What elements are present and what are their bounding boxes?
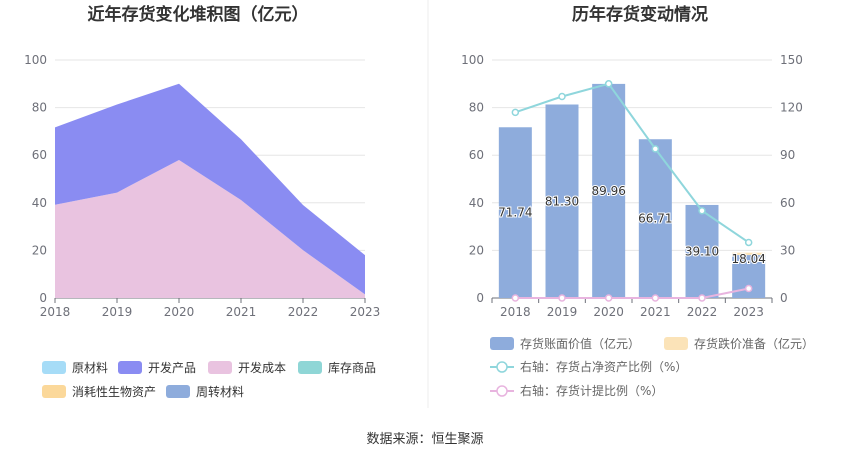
line-point — [558, 294, 566, 302]
legend-swatch — [208, 361, 232, 374]
y-tick-label: 0 — [39, 291, 47, 305]
legend-swatch — [166, 385, 190, 398]
legend-swatch — [664, 337, 688, 350]
y-tick-label: 60 — [469, 148, 484, 162]
x-tick-label: 2019 — [102, 305, 133, 319]
y-tick-label: 100 — [24, 53, 47, 67]
x-tick-label: 2022 — [687, 305, 718, 319]
y2-tick-label: 60 — [780, 196, 795, 210]
line-point — [744, 284, 753, 293]
inventory-bar-line-chart: 0 20 40 60 80 100 0 30 60 90 120 150 2018 2019 2020 202… — [461, 53, 814, 398]
x-tick-label: 2019 — [547, 305, 578, 319]
bar-value-label: 71.74 — [498, 206, 532, 220]
stacked-area-title: 近年存货变化堆积图（亿元） — [88, 4, 309, 25]
legend-label: 右轴：存货占净资产比例（%） — [520, 359, 687, 374]
legend-label: 周转材料 — [196, 384, 244, 399]
inventory-bar — [592, 83, 626, 298]
x-tick-label: 2018 — [500, 305, 531, 319]
area-series-2 — [55, 159, 365, 298]
inventory-bar — [638, 139, 672, 298]
legend-swatch — [42, 361, 66, 374]
legend-swatch — [118, 361, 142, 374]
line-point — [744, 238, 753, 247]
legend-swatch — [42, 385, 66, 398]
line-point — [604, 80, 613, 88]
y-tick-label: 40 — [469, 196, 484, 210]
bar-value-label: 18.04 — [731, 252, 765, 266]
line-point — [698, 294, 706, 302]
legend-label: 开发成本 — [238, 360, 286, 375]
y2-tick-label: 90 — [780, 148, 795, 162]
bar-value-label: 89.96 — [591, 184, 625, 198]
y-tick-label: 0 — [476, 291, 484, 305]
y-tick-label: 100 — [461, 53, 484, 67]
stacked-area-chart: 0 20 40 60 80 100 2018 2019 2020 2021 2022 2023 原材料 开… — [24, 53, 380, 399]
inventory-bar — [545, 104, 579, 298]
line-series-1 — [515, 287, 749, 299]
line-point — [651, 145, 660, 153]
legend-swatch — [298, 361, 322, 374]
line-point — [698, 206, 706, 215]
y-tick-label: 80 — [469, 101, 484, 115]
x-tick-label: 2021 — [226, 305, 257, 319]
y-tick-label: 40 — [32, 196, 47, 210]
y-tick-label: 80 — [32, 101, 47, 115]
data-source-note: 数据来源：恒生聚源 — [366, 432, 483, 447]
legend-label: 存货跌价准备（亿元） — [694, 336, 814, 351]
line-point — [511, 294, 520, 302]
x-tick-label: 2020 — [164, 305, 195, 319]
legend-label: 库存商品 — [328, 360, 376, 375]
area-series-1 — [55, 83, 365, 295]
x-tick-label: 2018 — [40, 305, 71, 319]
y-tick-label: 20 — [469, 243, 484, 257]
y-tick-label: 60 — [32, 148, 47, 162]
x-tick-label: 2021 — [640, 305, 671, 319]
line-series-0 — [515, 82, 750, 244]
line-point — [604, 294, 613, 302]
y2-tick-label: 30 — [780, 243, 795, 257]
bar-value-label: 81.30 — [545, 194, 579, 208]
bar-value-label: 39.10 — [685, 244, 719, 258]
inventory-bar — [685, 204, 719, 298]
x-tick-label: 2020 — [593, 305, 624, 319]
legend-marker — [496, 385, 508, 397]
y-tick-label: 20 — [32, 243, 47, 257]
bar-value-label: 66.71 — [638, 212, 672, 226]
inventory-bar-title: 历年存货变动情况 — [572, 4, 708, 25]
line-point — [651, 294, 660, 302]
y2-tick-label: 150 — [780, 53, 803, 67]
x-tick-label: 2023 — [350, 305, 381, 319]
inventory-bar — [498, 127, 532, 299]
line-point — [558, 92, 566, 101]
legend-swatch — [490, 337, 514, 350]
provision-bar — [732, 252, 766, 256]
line-point — [511, 108, 520, 117]
legend-label: 右轴：存货计提比例（%） — [520, 383, 663, 398]
legend-label: 开发产品 — [148, 360, 196, 375]
legend-label: 存货账面价值（亿元） — [520, 336, 640, 351]
x-tick-label: 2023 — [733, 305, 764, 319]
y2-tick-label: 120 — [780, 101, 803, 115]
legend-label: 消耗性生物资产 — [72, 385, 156, 399]
legend-label: 原材料 — [72, 361, 108, 375]
legend-marker — [496, 361, 508, 373]
y2-tick-label: 0 — [780, 291, 788, 305]
x-tick-label: 2022 — [288, 305, 319, 319]
